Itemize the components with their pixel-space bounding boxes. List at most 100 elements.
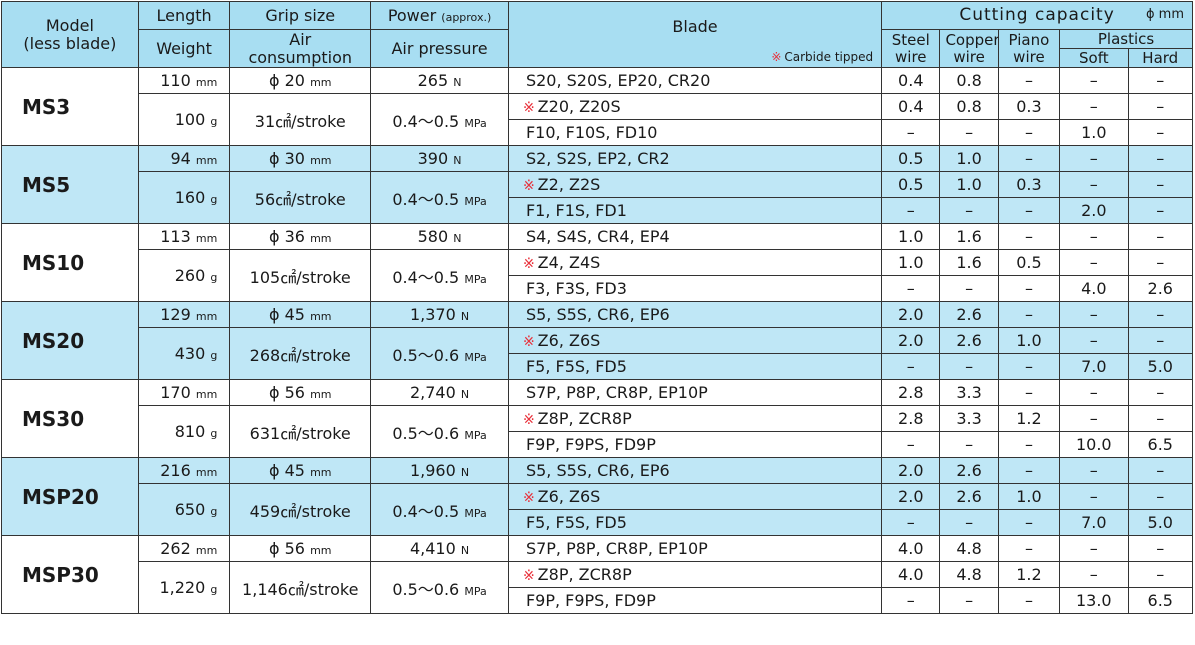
piano-wire-value: –	[997, 275, 1061, 302]
copper-wire-value: 0.8	[939, 93, 999, 120]
power-value: 580 N	[370, 223, 509, 250]
table-row: MS10 113 mm ϕ 36 mm 580 N S4, S4S, CR4, EP4 1…	[1, 223, 1193, 302]
power-value: 390 N	[370, 145, 509, 172]
piano-wire-value: –	[997, 145, 1061, 172]
blade-name: F1, F1S, FD1	[507, 197, 883, 224]
plastics-soft-value: –	[1059, 67, 1129, 94]
table-row: 100 g 31㎠/stroke 0.4〜0.5 MPa ※ Z20, Z20S 0.4 0…	[2, 93, 1193, 146]
weight-value: 1,220 g	[137, 561, 231, 614]
blade-name: F9P, F9PS, FD9P	[507, 587, 883, 614]
header-soft: Soft	[1059, 48, 1129, 68]
table-row: 260 g 105㎠/stroke 0.4〜0.5 MPa ※ Z4, Z4S 1.0 1.…	[2, 249, 1193, 302]
table-row: 810 g 631㎠/stroke 0.5〜0.6 MPa ※ Z8P, ZCR8P 2.…	[2, 405, 1193, 458]
header-power: Power (approx.)	[370, 1, 509, 30]
piano-wire-value: –	[997, 457, 1061, 484]
steel-wire-value: 4.0	[881, 535, 941, 562]
blade-name: ※ Z4, Z4S	[507, 249, 883, 276]
copper-wire-value: –	[939, 275, 999, 302]
piano-wire-value: 1.2	[997, 405, 1061, 432]
table-row: F5, F5S, FD5– – –7.0 5.0	[2, 353, 1193, 380]
power-value: 2,740 N	[370, 379, 509, 406]
spec-table: Model (less blade) Length Grip size Power…	[1, 1, 1193, 614]
plastics-soft-value: 13.0	[1059, 587, 1129, 614]
power-value: 4,410 N	[370, 535, 509, 562]
blade-name: ※ Z8P, ZCR8P	[507, 405, 883, 432]
plastics-hard-value: –	[1127, 249, 1193, 276]
header-air-pressure: Air pressure	[370, 29, 509, 68]
plastics-soft-value: –	[1059, 171, 1129, 198]
blade-name: F9P, F9PS, FD9P	[507, 431, 883, 458]
plastics-hard-value: –	[1127, 301, 1193, 328]
table-row: MSP30 262 mm ϕ 56 mm 4,410 N S7P, P8P, CR8P,…	[1, 535, 1193, 614]
length-value: 110 mm	[137, 67, 231, 94]
air-pressure-value: 0.4〜0.5 MPa	[370, 483, 509, 536]
air-pressure-value: 0.5〜0.6 MPa	[370, 327, 509, 380]
blade-name: S2, S2S, EP2, CR2	[507, 145, 883, 172]
plastics-hard-value: –	[1127, 561, 1193, 588]
weight-value: 160 g	[137, 171, 231, 224]
plastics-soft-value: –	[1059, 379, 1129, 406]
model-name: MS20	[1, 301, 139, 380]
weight-value: 430 g	[137, 327, 231, 380]
header-hard: Hard	[1127, 48, 1193, 68]
table-row: 430 g 268㎠/stroke 0.5〜0.6 MPa ※ Z6, Z6S 2.0 2.…	[2, 327, 1193, 380]
steel-wire-value: 2.8	[881, 379, 941, 406]
length-value: 94 mm	[137, 145, 231, 172]
copper-wire-value: 2.6	[939, 457, 999, 484]
piano-wire-value: –	[997, 223, 1061, 250]
length-value: 129 mm	[137, 301, 231, 328]
plastics-soft-value: –	[1059, 249, 1129, 276]
copper-wire-value: –	[939, 119, 999, 146]
table-row: F9P, F9PS, FD9P – – –13.0 6.5	[2, 587, 1193, 614]
grip-value: ϕ 45 mm	[229, 457, 372, 484]
table-row: F10, F10S, FD10– – –1.0–	[2, 119, 1193, 146]
blade-name: F3, F3S, FD3	[507, 275, 883, 302]
steel-wire-value: 0.4	[881, 93, 941, 120]
piano-wire-value: 1.2	[997, 561, 1061, 588]
air-consumption-value: 105㎠/stroke	[229, 249, 372, 302]
blade-name: S4, S4S, CR4, EP4	[507, 223, 883, 250]
copper-wire-value: –	[939, 431, 999, 458]
length-value: 170 mm	[137, 379, 231, 406]
steel-wire-value: –	[881, 431, 941, 458]
copper-wire-value: –	[939, 353, 999, 380]
steel-wire-value: –	[881, 509, 941, 536]
plastics-soft-value: 4.0	[1059, 275, 1129, 302]
plastics-hard-value: –	[1127, 67, 1193, 94]
power-value: 1,960 N	[370, 457, 509, 484]
header-cutting-capacity: Cutting capacity ϕ mm	[881, 1, 1193, 30]
copper-wire-value: 4.8	[939, 535, 999, 562]
header-copper-wire: Copper wire	[939, 29, 999, 68]
plastics-soft-value: –	[1059, 457, 1129, 484]
plastics-soft-value: 10.0	[1059, 431, 1129, 458]
copper-wire-value: 1.0	[939, 145, 999, 172]
header-model: Model (less blade)	[1, 1, 139, 68]
plastics-hard-value: –	[1127, 457, 1193, 484]
grip-value: ϕ 56 mm	[229, 535, 372, 562]
copper-wire-value: –	[939, 197, 999, 224]
steel-wire-value: 2.0	[881, 457, 941, 484]
table-row: MS30 170 mm ϕ 56 mm 2,740 N S7P, P8P, CR8P, …	[1, 379, 1193, 458]
plastics-soft-value: –	[1059, 535, 1129, 562]
grip-value: ϕ 45 mm	[229, 301, 372, 328]
plastics-hard-value: –	[1127, 535, 1193, 562]
power-value: 1,370 N	[370, 301, 509, 328]
table-row: 650 g 459㎠/stroke 0.4〜0.5 MPa ※ Z6, Z6S 2.0 2.…	[2, 483, 1193, 536]
copper-wire-value: –	[939, 587, 999, 614]
air-pressure-value: 0.5〜0.6 MPa	[370, 561, 509, 614]
copper-wire-value: 0.8	[939, 67, 999, 94]
plastics-hard-value: –	[1127, 405, 1193, 432]
model-name: MSP20	[1, 457, 139, 536]
model-name: MS30	[1, 379, 139, 458]
piano-wire-value: 0.5	[997, 249, 1061, 276]
piano-wire-value: –	[997, 431, 1061, 458]
plastics-soft-value: –	[1059, 145, 1129, 172]
steel-wire-value: 1.0	[881, 223, 941, 250]
piano-wire-value: –	[997, 587, 1061, 614]
grip-value: ϕ 30 mm	[229, 145, 372, 172]
steel-wire-value: 2.8	[881, 405, 941, 432]
header-steel-wire: Steel wire	[881, 29, 941, 68]
piano-wire-value: 1.0	[997, 327, 1061, 354]
steel-wire-value: 4.0	[881, 561, 941, 588]
piano-wire-value: –	[997, 379, 1061, 406]
